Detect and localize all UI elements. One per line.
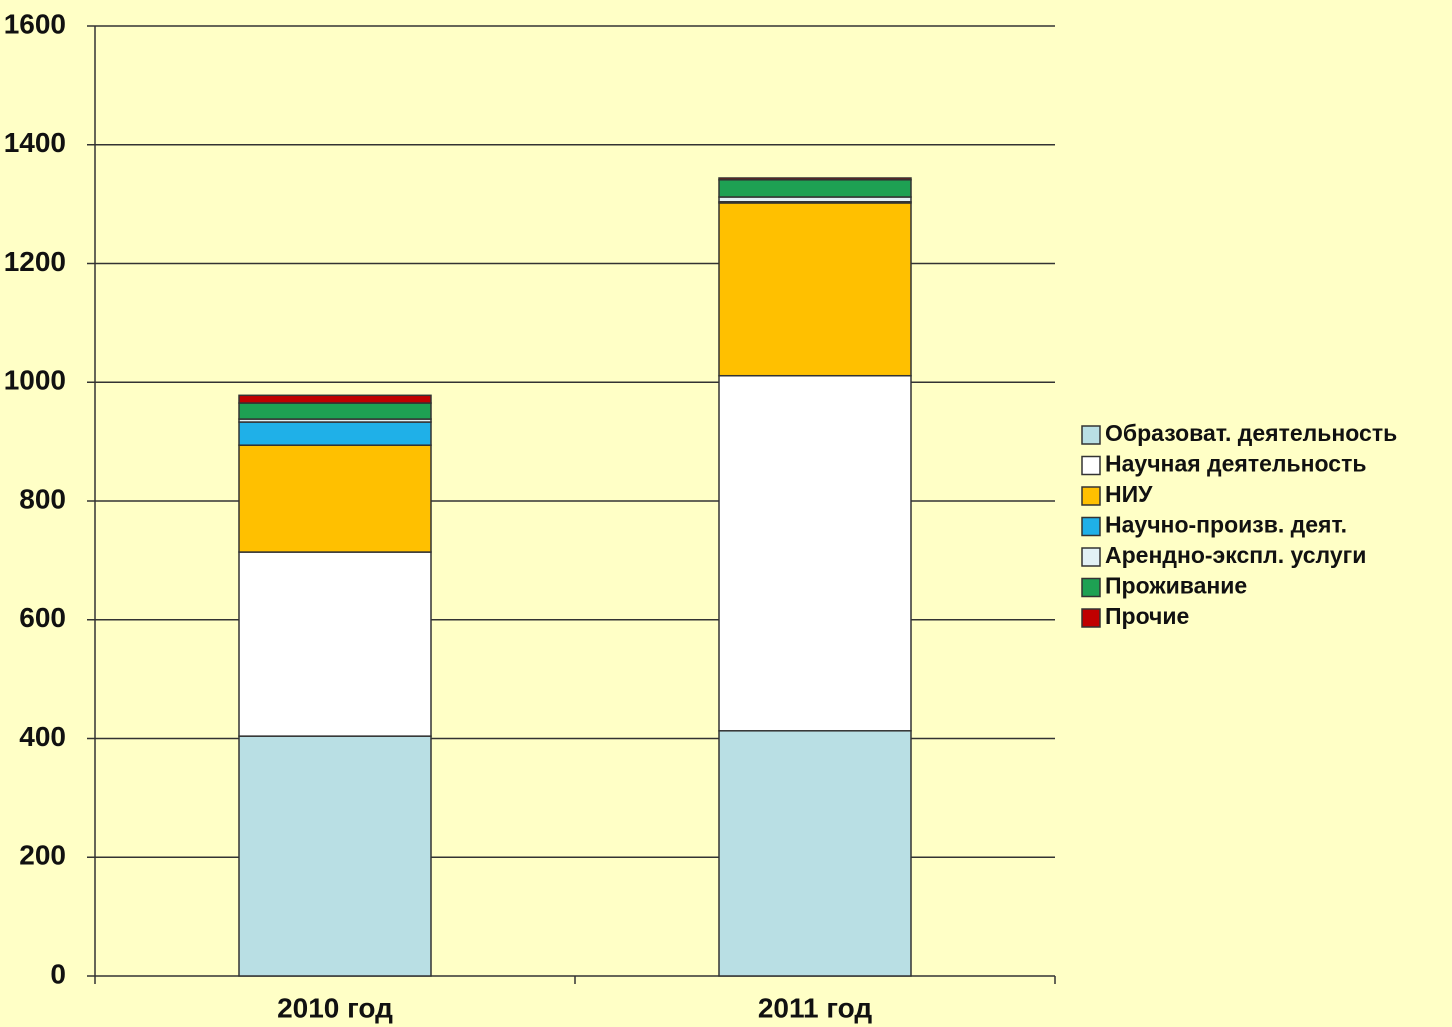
bar-segment [718, 374, 912, 732]
bar-segment [718, 177, 912, 181]
legend-label: Прочие [1105, 603, 1189, 629]
legend-swatch [1081, 455, 1101, 476]
bar-segment [238, 394, 432, 404]
bar-segment [718, 202, 912, 377]
legend-swatch [1081, 425, 1101, 445]
legend-swatch [1081, 547, 1101, 567]
legend-label: Научная деятельность [1105, 451, 1367, 477]
x-tick-label: 2011 год [758, 992, 873, 1023]
legend-label: НИУ [1105, 481, 1153, 507]
bar-segment [238, 735, 432, 977]
legend-label: Образоват. деятельность [1105, 420, 1397, 446]
y-tick-label: 400 [19, 721, 66, 752]
y-tick-label: 200 [19, 840, 66, 871]
legend-swatch [1081, 516, 1101, 537]
y-tick-label: 1000 [4, 365, 66, 396]
y-tick-label: 600 [19, 602, 66, 633]
bar-segment [238, 421, 432, 446]
bar-segment [238, 444, 432, 553]
legend-label: Научно-произв. деят. [1105, 512, 1347, 538]
bar-segment [718, 730, 912, 977]
y-tick-label: 1600 [4, 8, 66, 39]
y-tick-label: 0 [50, 958, 66, 989]
x-tick-label: 2010 год [277, 992, 393, 1023]
y-tick-label: 1400 [4, 127, 66, 158]
legend-swatch [1081, 577, 1101, 598]
y-tick-label: 1200 [4, 246, 66, 277]
legend-label: Проживание [1105, 573, 1247, 599]
y-tick-label: 800 [19, 483, 66, 514]
legend-label: Арендно-экспл. услуги [1105, 542, 1366, 568]
legend-swatch [1081, 608, 1101, 628]
bar-segment [718, 179, 912, 198]
bar-segment [238, 551, 432, 737]
legend-swatch [1081, 486, 1101, 506]
bar-segment [238, 402, 432, 420]
